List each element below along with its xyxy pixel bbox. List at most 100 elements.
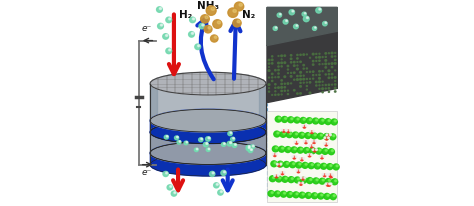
Ellipse shape (278, 63, 279, 64)
Ellipse shape (319, 71, 320, 73)
Ellipse shape (316, 9, 321, 14)
Ellipse shape (306, 118, 312, 124)
FancyBboxPatch shape (267, 111, 337, 202)
Ellipse shape (179, 141, 181, 143)
Ellipse shape (287, 94, 289, 95)
Ellipse shape (201, 16, 210, 24)
Ellipse shape (300, 55, 301, 56)
Ellipse shape (324, 164, 326, 166)
Ellipse shape (307, 149, 309, 151)
Ellipse shape (322, 82, 323, 83)
Ellipse shape (275, 147, 278, 149)
Ellipse shape (281, 84, 283, 85)
Polygon shape (150, 121, 157, 133)
Ellipse shape (295, 156, 297, 158)
Ellipse shape (319, 149, 321, 151)
Ellipse shape (269, 176, 276, 182)
Ellipse shape (292, 132, 299, 138)
Ellipse shape (291, 118, 293, 120)
Ellipse shape (316, 57, 317, 59)
Ellipse shape (274, 131, 280, 137)
Ellipse shape (233, 138, 235, 139)
Ellipse shape (174, 192, 176, 194)
Ellipse shape (302, 13, 306, 17)
Ellipse shape (273, 27, 277, 31)
Ellipse shape (210, 172, 215, 177)
Ellipse shape (289, 133, 292, 135)
Ellipse shape (277, 14, 282, 18)
Ellipse shape (328, 149, 334, 155)
Ellipse shape (283, 162, 290, 167)
Ellipse shape (210, 36, 218, 43)
Ellipse shape (336, 165, 338, 167)
Ellipse shape (300, 170, 301, 171)
Ellipse shape (288, 117, 294, 123)
Ellipse shape (296, 162, 302, 168)
Ellipse shape (285, 177, 287, 179)
Ellipse shape (319, 75, 320, 76)
Ellipse shape (294, 80, 295, 81)
Ellipse shape (316, 75, 317, 76)
Ellipse shape (328, 137, 329, 139)
Ellipse shape (291, 73, 292, 74)
Text: NH₃: NH₃ (197, 1, 219, 11)
Ellipse shape (328, 74, 329, 75)
Ellipse shape (297, 147, 303, 153)
Ellipse shape (324, 143, 325, 145)
Ellipse shape (305, 125, 307, 127)
Ellipse shape (291, 62, 292, 64)
Ellipse shape (333, 164, 339, 170)
Ellipse shape (332, 175, 334, 177)
Ellipse shape (301, 158, 303, 161)
Ellipse shape (328, 175, 330, 177)
Ellipse shape (277, 161, 283, 167)
Ellipse shape (325, 64, 327, 65)
Ellipse shape (268, 70, 270, 72)
Ellipse shape (334, 88, 336, 89)
Ellipse shape (310, 145, 313, 148)
Ellipse shape (194, 148, 198, 152)
Ellipse shape (150, 153, 266, 176)
Ellipse shape (281, 130, 283, 131)
Ellipse shape (201, 138, 202, 140)
Ellipse shape (333, 195, 336, 197)
Ellipse shape (284, 63, 286, 64)
Ellipse shape (300, 62, 301, 63)
Ellipse shape (331, 179, 337, 185)
Ellipse shape (293, 73, 295, 74)
Ellipse shape (276, 164, 278, 165)
Ellipse shape (325, 150, 327, 151)
Ellipse shape (335, 180, 337, 182)
Ellipse shape (300, 79, 301, 81)
Ellipse shape (285, 147, 291, 153)
Ellipse shape (300, 86, 301, 88)
Ellipse shape (279, 177, 281, 179)
Ellipse shape (334, 77, 336, 79)
Ellipse shape (275, 77, 276, 78)
Ellipse shape (328, 120, 330, 122)
Ellipse shape (276, 176, 282, 182)
Ellipse shape (303, 83, 304, 84)
Ellipse shape (235, 144, 237, 146)
Ellipse shape (319, 85, 320, 86)
Polygon shape (259, 133, 266, 153)
Ellipse shape (273, 177, 275, 179)
Ellipse shape (322, 174, 324, 175)
Ellipse shape (150, 121, 266, 144)
Ellipse shape (221, 143, 226, 147)
Ellipse shape (272, 154, 274, 155)
Ellipse shape (316, 149, 322, 154)
Ellipse shape (164, 136, 168, 139)
Ellipse shape (297, 76, 298, 77)
Ellipse shape (331, 57, 333, 58)
Ellipse shape (322, 92, 323, 93)
Ellipse shape (308, 163, 314, 169)
Ellipse shape (252, 145, 254, 147)
Ellipse shape (287, 192, 293, 198)
Ellipse shape (331, 174, 333, 176)
Ellipse shape (327, 135, 329, 137)
Ellipse shape (268, 84, 270, 86)
Ellipse shape (319, 64, 320, 65)
Ellipse shape (230, 132, 232, 134)
Ellipse shape (291, 55, 292, 57)
